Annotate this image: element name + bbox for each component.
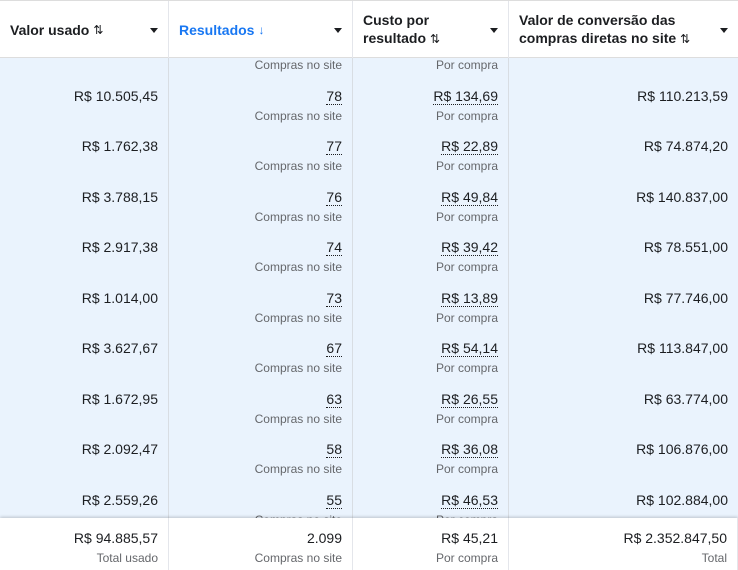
cost-value[interactable]: R$ 36,08: [441, 441, 498, 458]
cost-sub: Por compra: [435, 159, 498, 173]
column-header-custo-por-resultado[interactable]: Custo por resultado ⇅: [353, 1, 509, 58]
table-row[interactable]: R$ 1.014,00 73 Compras no site R$ 13,89 Por …: [0, 281, 738, 332]
spent-value: R$ 3.788,15: [81, 188, 158, 205]
cost-sub: Por compra: [435, 361, 498, 375]
results-sub: Compras no site: [254, 462, 342, 476]
results-value[interactable]: 74: [326, 239, 342, 256]
total-results: 2.099: [306, 530, 342, 546]
column-label: Custo por resultado ⇅: [363, 12, 441, 46]
results-value[interactable]: 76: [326, 188, 342, 206]
cost-value[interactable]: R$ 26,55: [441, 390, 498, 408]
table-row[interactable]: R$ 1.762,38 77 Compras no site R$ 22,89 Por …: [0, 130, 738, 181]
table-row[interactable]: R$ 2.917,38 74 Compras no site R$ 39,42 Por …: [0, 231, 738, 282]
cost-value[interactable]: R$ 49,84: [441, 188, 498, 206]
total-conversion: R$ 2.352.847,50: [623, 530, 727, 546]
cost-value[interactable]: R$ 39,42: [441, 239, 498, 256]
cost-sub: Por compra: [435, 209, 498, 224]
column-label: Resultados: [179, 21, 255, 38]
table-header: Valor usado ⇅ Resultados ↓ Custo por resul…: [0, 0, 738, 58]
total-spent: R$ 94.885,57: [73, 530, 158, 546]
caret-down-icon[interactable]: [334, 27, 342, 33]
cost-value[interactable]: R$ 13,89: [441, 289, 498, 307]
spent-value: R$ 1.014,00: [81, 289, 158, 306]
table-row[interactable]: R$ 3.788,15 76 Compras no site R$ 49,84 Por …: [0, 180, 738, 231]
table-row[interactable]: R$ 2.092,47 58 Compras no site R$ 36,08 Por …: [0, 433, 738, 484]
total-cost: R$ 45,21: [441, 530, 498, 546]
results-sub: Compras no site: [254, 310, 342, 325]
results-value[interactable]: 67: [326, 340, 342, 357]
conversion-value: R$ 78.551,00: [643, 239, 728, 255]
sort-both-icon[interactable]: ⇅: [680, 32, 691, 46]
spent-value: R$ 1.762,38: [81, 138, 158, 154]
results-value[interactable]: 78: [326, 87, 342, 105]
column-header-valor-conversao[interactable]: Valor de conversão das compras diretas n…: [509, 1, 738, 58]
results-sub: Compras no site: [254, 159, 342, 173]
results-value[interactable]: 73: [326, 289, 342, 307]
column-header-valor-usado[interactable]: Valor usado ⇅: [0, 1, 169, 58]
table-row[interactable]: R$ 2.559,26 55 Compras no site R$ 46,53 Por …: [0, 483, 738, 519]
results-sub: Compras no site: [254, 108, 342, 123]
sort-both-icon[interactable]: ⇅: [93, 22, 104, 37]
cost-value[interactable]: R$ 54,14: [441, 340, 498, 357]
spent-value: R$ 2.917,38: [81, 239, 158, 255]
cost-sub: Por compra: [435, 411, 498, 426]
table-row[interactable]: R$ 1.672,95 63 Compras no site R$ 26,55 Por …: [0, 382, 738, 433]
results-sub: Compras no site: [254, 209, 342, 224]
conversion-value: R$ 106.876,00: [636, 441, 728, 457]
results-value[interactable]: 77: [326, 138, 342, 155]
table-row-partial: Compras no site Por compra: [0, 58, 738, 80]
table-row[interactable]: R$ 10.505,45 78 Compras no site R$ 134,69 Po…: [0, 79, 738, 130]
arrow-down-icon[interactable]: ↓: [258, 22, 265, 37]
conversion-value: R$ 102.884,00: [636, 491, 728, 508]
cost-sub: Por compra: [435, 310, 498, 325]
cost-value[interactable]: R$ 134,69: [433, 87, 498, 105]
table-totals: R$ 94.885,57 Total usado 2.099 Compras no …: [0, 518, 738, 570]
results-value[interactable]: 55: [326, 491, 342, 509]
conversion-value: R$ 113.847,00: [637, 340, 728, 356]
conversion-value: R$ 74.874,20: [643, 138, 728, 154]
cost-value[interactable]: R$ 46,53: [441, 491, 498, 509]
results-sub: Compras no site: [254, 361, 342, 375]
spent-value: R$ 3.627,67: [81, 340, 158, 356]
cost-sub: Por compra: [435, 462, 498, 476]
caret-down-icon[interactable]: [720, 27, 728, 33]
table-body[interactable]: Compras no site Por compra R$ 10.505,45 7…: [0, 58, 738, 518]
cost-sub: Por compra: [435, 108, 498, 123]
cost-sub: Por compra: [435, 260, 498, 274]
conversion-value: R$ 140.837,00: [636, 188, 728, 205]
column-header-resultados[interactable]: Resultados ↓: [169, 1, 353, 58]
sort-both-icon[interactable]: ⇅: [430, 32, 441, 46]
results-value[interactable]: 63: [326, 390, 342, 408]
table-row[interactable]: R$ 3.627,67 67 Compras no site R$ 54,14 Por …: [0, 332, 738, 383]
column-label: Valor usado: [10, 21, 90, 38]
spent-value: R$ 2.559,26: [81, 491, 158, 508]
spent-value: R$ 2.092,47: [81, 441, 158, 457]
cost-sub: Por compra: [363, 512, 498, 519]
cost-value[interactable]: R$ 22,89: [441, 138, 498, 155]
column-label: Valor de conversão das compras diretas n…: [519, 12, 691, 46]
results-value[interactable]: 58: [326, 441, 342, 458]
conversion-value: R$ 77.746,00: [643, 289, 728, 306]
spent-value: R$ 10.505,45: [73, 87, 158, 104]
results-sub: Compras no site: [254, 411, 342, 426]
results-sub: Compras no site: [179, 512, 342, 519]
conversion-value: R$ 63.774,00: [643, 390, 728, 407]
conversion-value: R$ 110.213,59: [637, 87, 728, 104]
results-sub: Compras no site: [254, 260, 342, 274]
spent-value: R$ 1.672,95: [81, 390, 158, 407]
caret-down-icon[interactable]: [150, 27, 158, 33]
caret-down-icon[interactable]: [490, 27, 498, 33]
